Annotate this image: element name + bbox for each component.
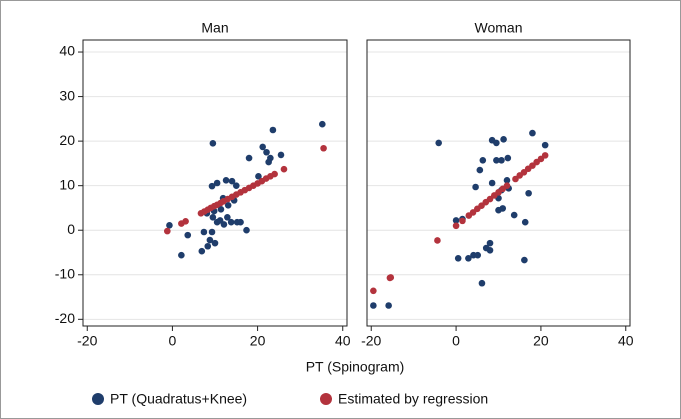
point: [208, 228, 216, 236]
y-tick-label: -10: [55, 265, 75, 281]
point: [220, 221, 228, 228]
y-tick-label: 20: [59, 132, 75, 148]
point: [204, 242, 212, 250]
point: [387, 274, 395, 281]
point: [521, 218, 529, 226]
panel-title: Man: [201, 20, 228, 36]
point: [476, 166, 484, 174]
point: [541, 152, 549, 159]
panel-title: Woman: [475, 20, 523, 36]
legend-label: Estimated by regression: [338, 391, 488, 407]
point: [452, 222, 460, 230]
point: [277, 151, 285, 159]
x-axis-label: PT (Spinogram): [306, 359, 405, 375]
point: [452, 217, 460, 224]
point: [213, 179, 221, 187]
x-tick-label: 0: [169, 333, 177, 349]
x-tick-label: 40: [618, 333, 634, 349]
point: [224, 201, 232, 209]
point: [166, 222, 173, 229]
point: [503, 182, 511, 189]
point: [228, 177, 236, 185]
point: [269, 126, 277, 134]
point: [267, 154, 274, 162]
point: [541, 141, 549, 149]
y-tick-label: 30: [59, 87, 75, 103]
point: [521, 256, 528, 264]
point: [184, 231, 192, 239]
point: [454, 254, 462, 262]
point: [164, 227, 171, 235]
x-tick-label: 20: [250, 333, 266, 349]
point: [385, 302, 392, 309]
point: [486, 246, 494, 254]
point: [237, 218, 244, 226]
point: [182, 218, 189, 225]
legend-marker: [320, 393, 332, 405]
point: [217, 205, 225, 213]
point: [500, 136, 507, 143]
point: [232, 182, 240, 189]
point: [478, 279, 486, 287]
y-tick-label: 40: [59, 43, 75, 59]
point: [465, 254, 472, 262]
point: [263, 148, 270, 156]
point: [280, 165, 288, 173]
point: [434, 237, 441, 244]
point: [488, 179, 496, 187]
point: [479, 156, 487, 164]
point: [474, 251, 482, 259]
point: [529, 129, 536, 137]
y-tick-label: 10: [59, 176, 75, 192]
x-tick-label: -20: [361, 333, 381, 349]
point: [510, 211, 518, 219]
point: [211, 239, 219, 247]
point: [245, 154, 253, 162]
x-tick-label: -20: [77, 333, 97, 349]
x-tick-label: 40: [335, 333, 351, 349]
point: [435, 139, 442, 147]
point: [459, 217, 466, 225]
point: [206, 236, 214, 244]
point: [472, 183, 479, 191]
point: [224, 214, 231, 221]
x-tick-label: 0: [452, 333, 460, 349]
point: [259, 143, 266, 151]
point: [504, 154, 512, 162]
legend-marker: [92, 393, 104, 405]
point: [209, 214, 217, 221]
point: [200, 228, 208, 236]
point: [178, 251, 185, 259]
y-tick-label: 0: [67, 221, 75, 237]
point: [227, 218, 235, 226]
point: [493, 139, 500, 147]
panel-frame: [82, 39, 348, 327]
point: [370, 287, 377, 295]
point: [198, 247, 206, 255]
point: [319, 120, 326, 128]
panel-frame: [366, 39, 631, 327]
point: [271, 170, 278, 178]
point: [208, 182, 216, 190]
point: [486, 239, 494, 247]
point: [498, 156, 505, 164]
point: [370, 302, 377, 309]
y-tick-label: -20: [55, 310, 75, 326]
legend-label: PT (Quadratus+Knee): [110, 391, 247, 407]
point: [243, 226, 250, 234]
point: [495, 206, 502, 214]
x-tick-label: 20: [533, 333, 549, 349]
point: [209, 140, 217, 147]
point: [320, 144, 327, 152]
point: [222, 177, 230, 184]
point: [503, 177, 511, 184]
point: [255, 173, 262, 180]
point: [493, 156, 500, 164]
point: [525, 189, 532, 197]
